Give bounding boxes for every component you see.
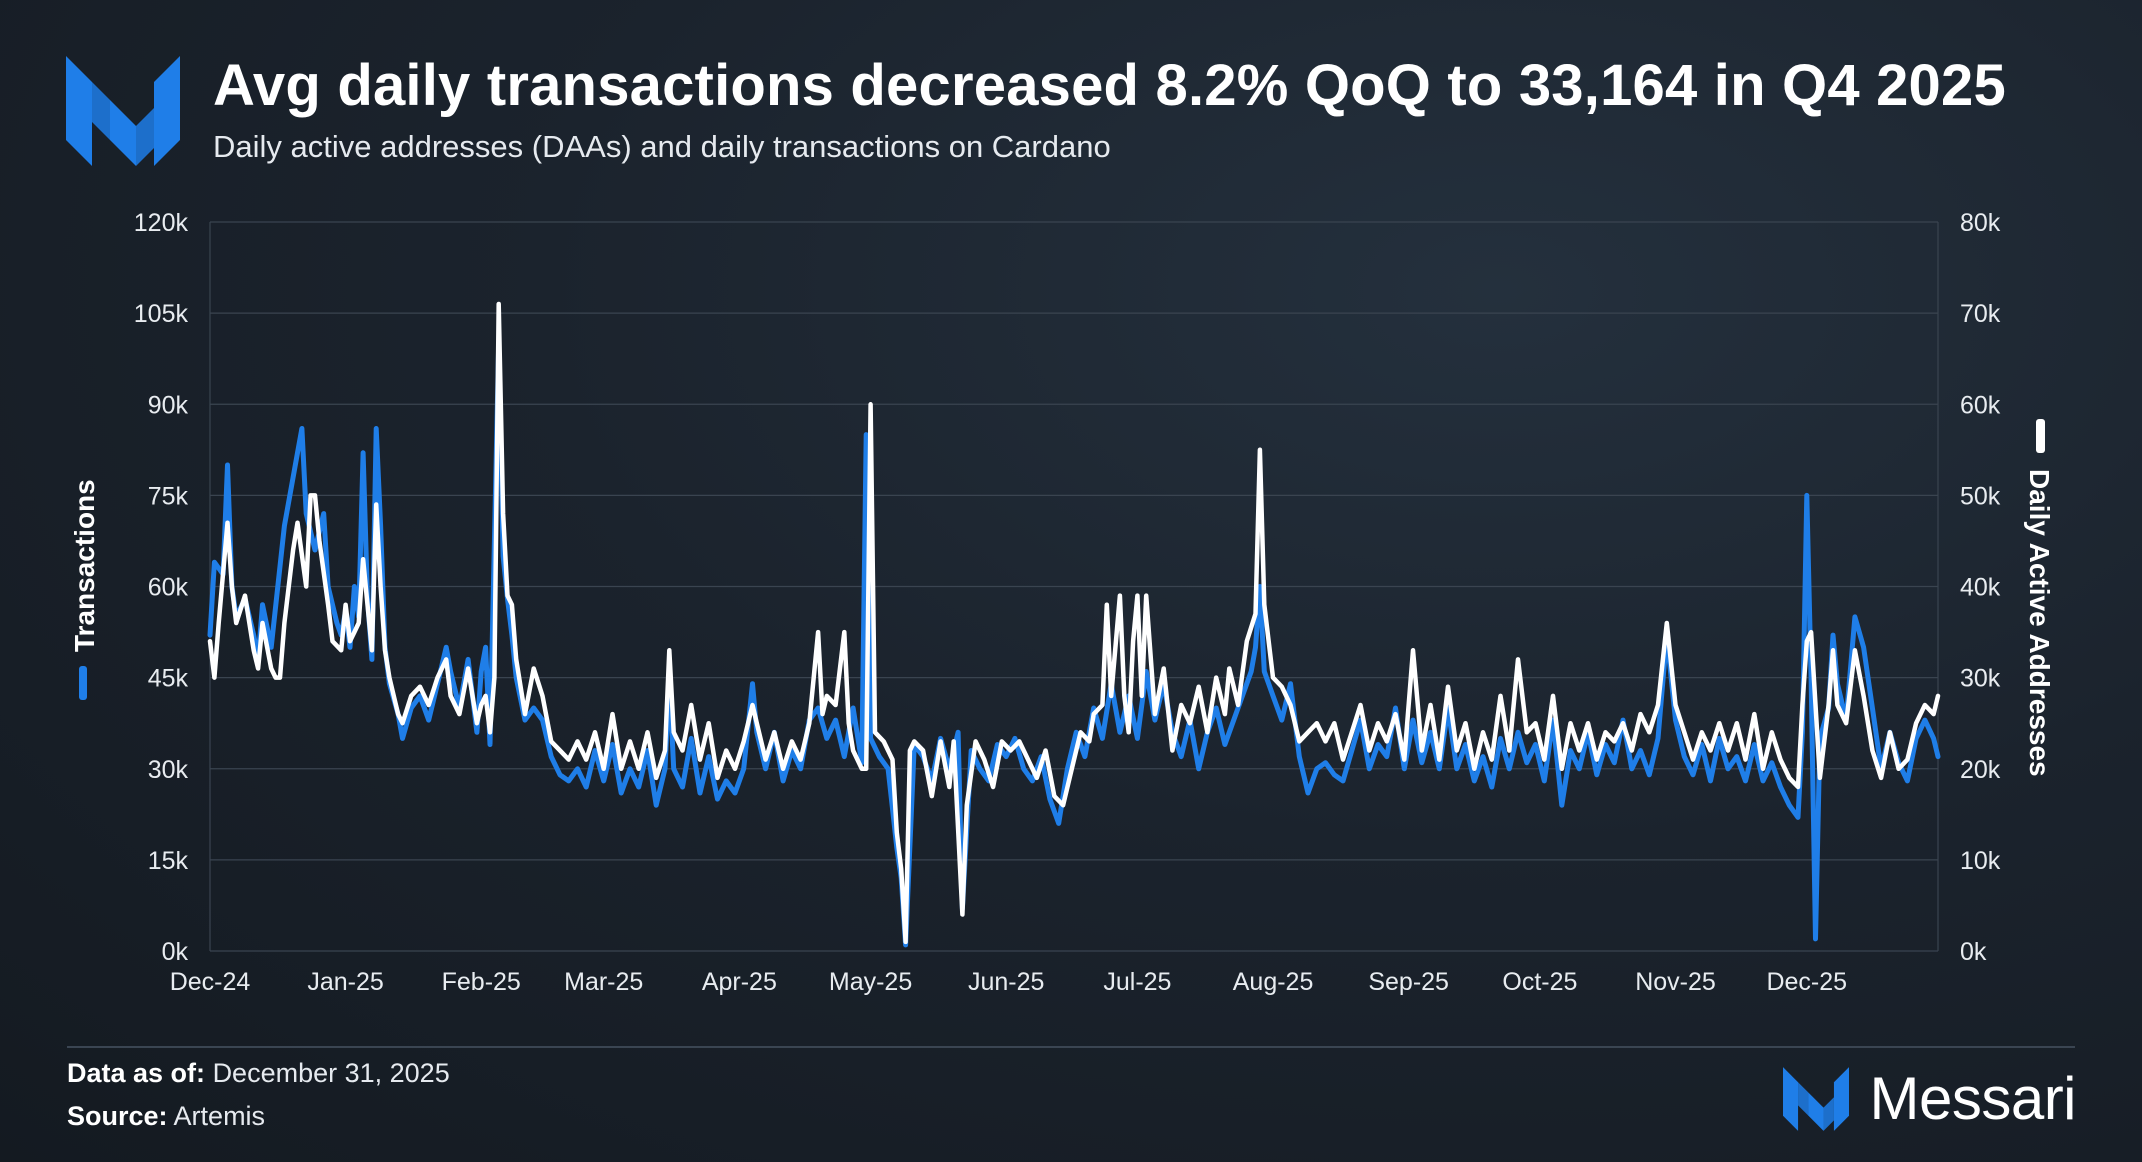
source-line: Source: Artemis [67,1101,265,1132]
messari-brand-icon [1783,1066,1850,1131]
y-left-tick-label: 60k [148,574,189,602]
y-right-tick-label: 20k [1960,756,2001,784]
y-left-tick-label: 120k [134,209,189,237]
x-tick-label: Oct-25 [1502,968,1577,996]
x-tick-label: Mar-25 [564,968,643,996]
data-as-of-line: Data as of: December 31, 2025 [67,1058,450,1089]
y-left-tick-label: 90k [148,391,189,419]
blue-line-legend-icon [79,666,87,700]
y-right-tick-label: 10k [1960,847,2001,875]
y-right-axis-title: Daily Active Addresses [2024,469,2055,777]
x-tick-label: Sep-25 [1368,968,1449,996]
x-tick-label: May-25 [829,968,912,996]
y-left-axis-title: Transactions [69,479,100,652]
y-left-tick-label: 75k [148,482,189,510]
y-right-tick-label: 50k [1960,482,2001,510]
y-right-axis-title-group: Daily Active Addresses [2024,419,2055,777]
brand-footer: Messari [1783,1064,2076,1133]
y-right-tick-label: 0k [1960,938,1987,966]
x-tick-label: Dec-24 [170,968,251,996]
y-right-tick-label: 60k [1960,391,2001,419]
messari-logo-icon [66,56,180,166]
y-left-tick-label: 30k [148,756,189,784]
y-right-tick-label: 70k [1960,300,2001,328]
x-tick-label: Jun-25 [968,968,1044,996]
source-value: Artemis [173,1101,266,1131]
chart-title: Avg daily transactions decreased 8.2% Qo… [213,53,2006,118]
y-right-tick-label: 30k [1960,665,2001,693]
chart-subtitle: Daily active addresses (DAAs) and daily … [213,129,1111,164]
y-left-tick-label: 0k [162,938,189,966]
x-tick-label: Feb-25 [442,968,521,996]
y-left-tick-label: 15k [148,847,189,875]
series-line-transactions [207,341,1941,948]
x-tick-label: Aug-25 [1233,968,1314,996]
brand-name: Messari [1869,1065,2076,1132]
data-as-of-value: December 31, 2025 [212,1058,450,1088]
series-line-daily-active-addresses [207,301,1941,945]
x-tick-label: Jul-25 [1103,968,1171,996]
footer-divider [67,1046,2075,1048]
x-tick-label: Jan-25 [307,968,383,996]
y-left-tick-label: 45k [148,665,189,693]
x-tick-label: Dec-25 [1766,968,1847,996]
y-left-tick-label: 105k [134,300,189,328]
y-right-tick-label: 40k [1960,574,2001,602]
white-line-legend-icon [2036,419,2045,453]
data-as-of-label: Data as of: [67,1058,206,1088]
y-left-axis-title-group: Transactions [69,479,100,700]
y-right-tick-label: 80k [1960,209,2001,237]
source-label: Source: [67,1101,168,1131]
x-tick-label: Nov-25 [1635,968,1716,996]
x-tick-label: Apr-25 [702,968,777,996]
